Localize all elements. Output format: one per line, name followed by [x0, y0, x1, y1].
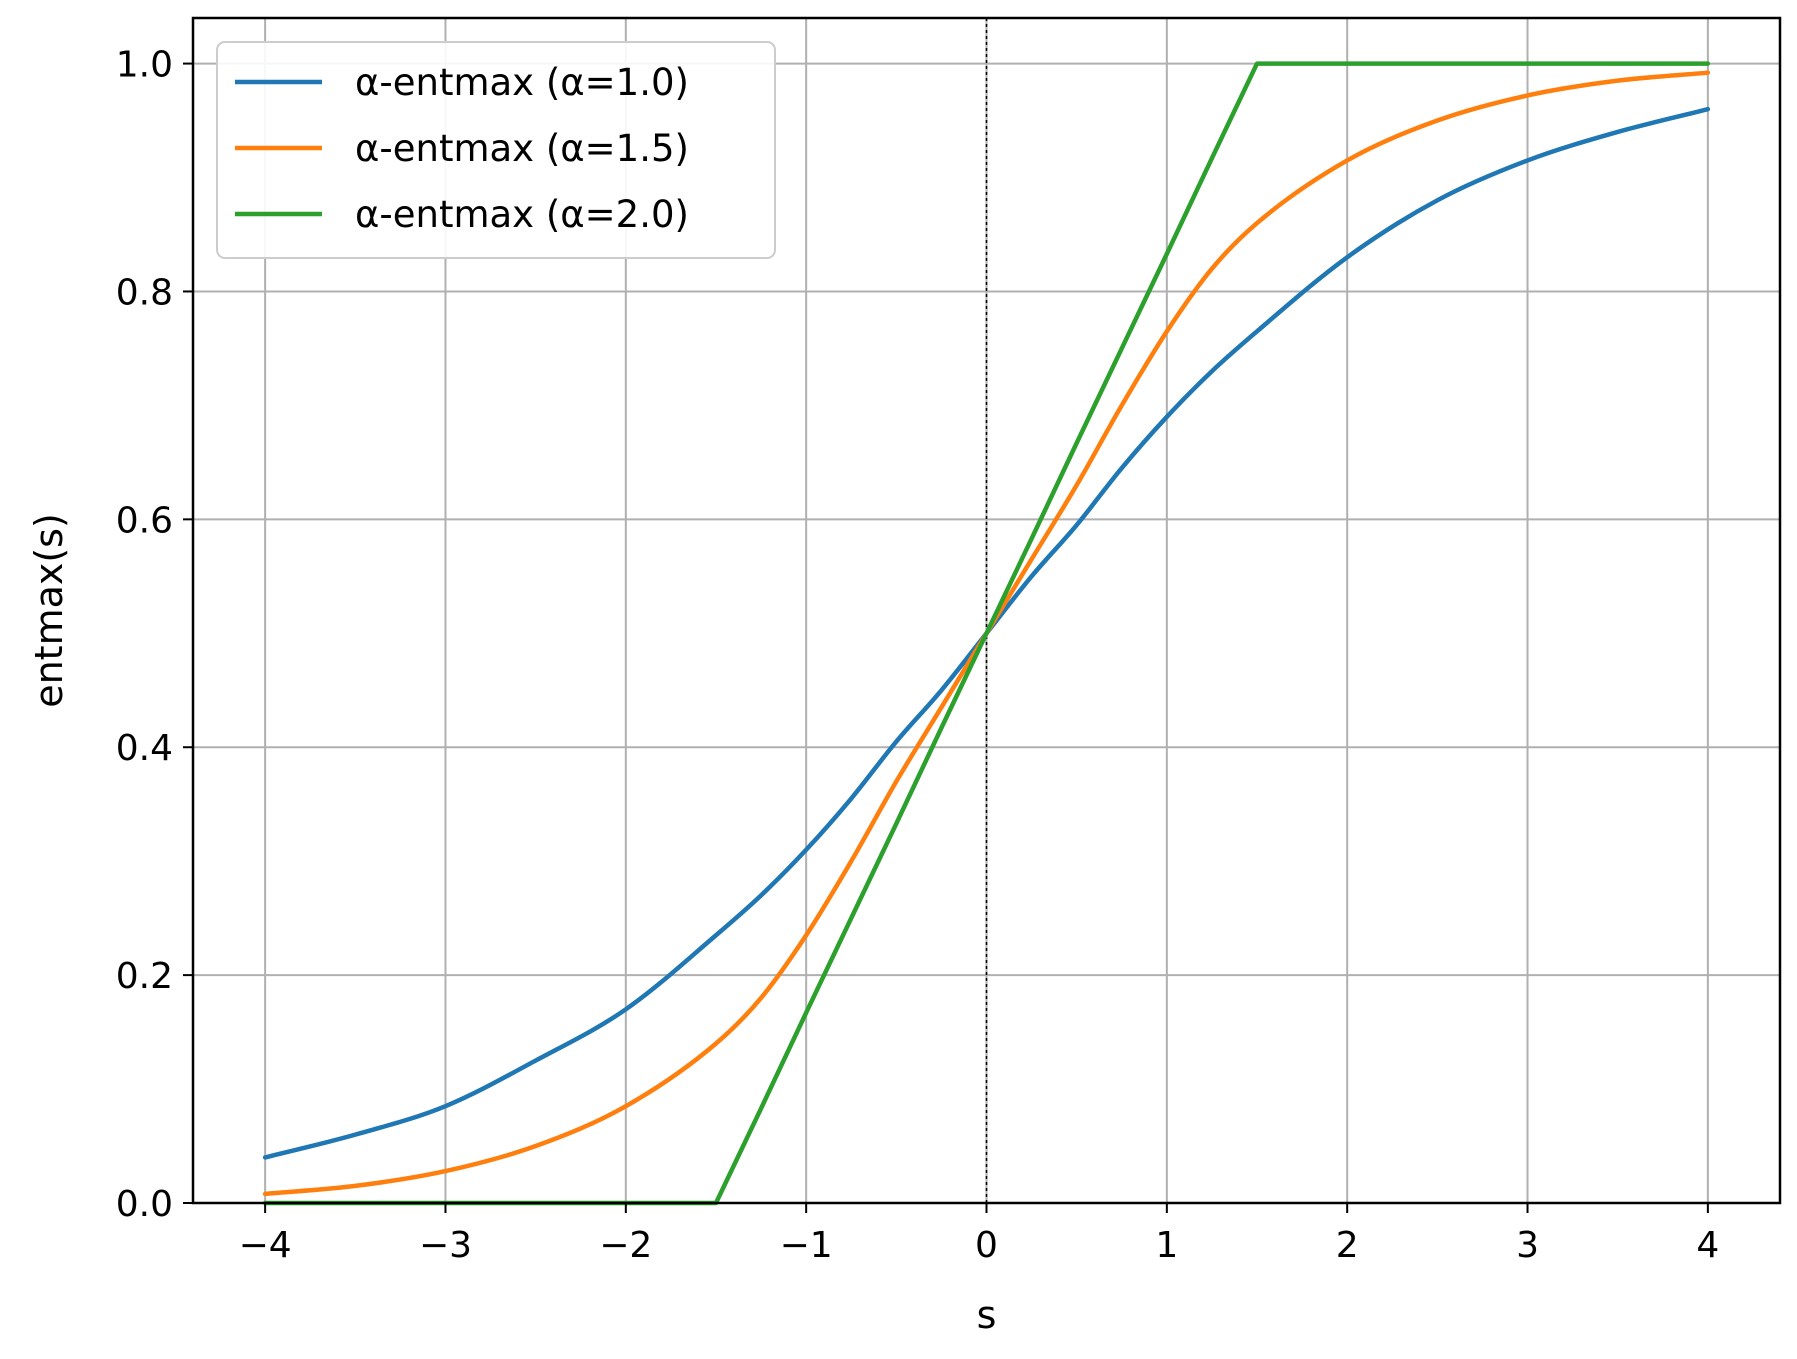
- legend-box: [216, 41, 776, 259]
- x-tick-label: 2: [1336, 1225, 1359, 1266]
- x-tick-label: 4: [1696, 1225, 1719, 1266]
- x-axis-ticks: −4 −3 −2 −1 0 1 2 3 4: [239, 1203, 1719, 1266]
- x-tick-label: −2: [599, 1225, 652, 1266]
- x-tick-label: −3: [419, 1225, 472, 1266]
- y-axis-ticks: 0.0 0.2 0.4 0.6 0.8 1.0: [116, 45, 193, 1225]
- legend: α-entmax (α=1.0) α-entmax (α=1.5) α-entmax…: [216, 41, 776, 259]
- y-tick-label: 0.4: [116, 728, 173, 769]
- y-tick-label: 0.0: [116, 1184, 173, 1225]
- y-tick-label: 1.0: [116, 45, 173, 86]
- x-tick-label: 1: [1155, 1225, 1178, 1266]
- x-tick-label: 0: [975, 1225, 998, 1266]
- x-tick-label: −1: [780, 1225, 833, 1266]
- legend-label-3: α-entmax (α=2.0): [355, 193, 689, 236]
- y-tick-label: 0.2: [116, 956, 173, 997]
- y-axis-label: entmax(s): [27, 513, 71, 708]
- y-tick-label: 0.6: [116, 500, 173, 541]
- y-tick-label: 0.8: [116, 272, 173, 313]
- x-axis-label: s: [977, 1293, 997, 1337]
- legend-label-2: α-entmax (α=1.5): [355, 127, 689, 170]
- x-tick-label: −4: [239, 1225, 292, 1266]
- legend-label-1: α-entmax (α=1.0): [355, 61, 689, 104]
- x-tick-label: 3: [1516, 1225, 1539, 1266]
